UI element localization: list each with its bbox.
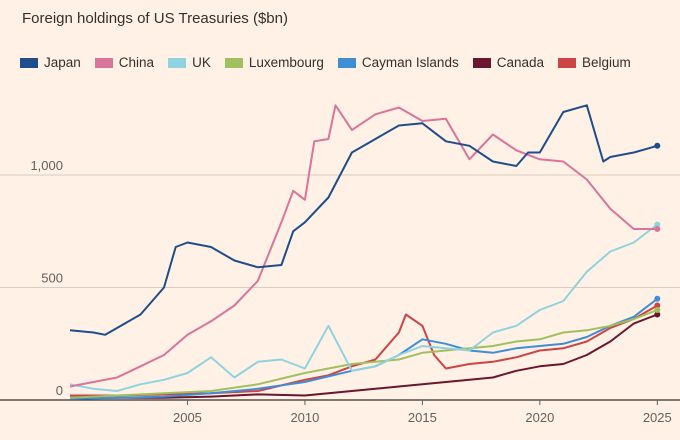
legend-label-cayman-islands: Cayman Islands xyxy=(361,55,459,70)
legend-item-luxembourg: Luxembourg xyxy=(224,55,324,70)
legend-label-canada: Canada xyxy=(496,55,544,70)
legend-label-belgium: Belgium xyxy=(582,55,631,70)
y-tick-label-0: 0 xyxy=(56,383,63,398)
x-tick-label-2015: 2015 xyxy=(408,410,437,425)
series-end-point-belgium xyxy=(654,302,661,309)
x-tick-label-2025: 2025 xyxy=(643,410,672,425)
series-end-point-luxembourg xyxy=(654,307,661,313)
legend-label-china: China xyxy=(118,55,155,70)
legend-swatch-belgium xyxy=(558,57,576,68)
x-tick-label-2010: 2010 xyxy=(290,410,319,425)
series-line-china xyxy=(69,104,658,388)
series-line-cayman-islands xyxy=(69,298,658,400)
x-tick-label-2020: 2020 xyxy=(525,410,554,425)
legend-item-canada: Canada xyxy=(472,55,544,70)
series-end-point-canada xyxy=(654,311,661,318)
series-line-canada xyxy=(70,313,658,399)
legend-item-cayman-islands: Cayman Islands xyxy=(337,55,459,70)
legend-item-japan: Japan xyxy=(20,55,81,70)
legend-swatch-japan xyxy=(20,57,38,68)
legend-swatch-canada xyxy=(472,57,491,68)
legend-swatch-cayman-islands xyxy=(337,57,356,68)
series-end-point-china xyxy=(654,226,661,232)
series-line-belgium xyxy=(70,304,658,397)
series-end-point-uk xyxy=(654,221,661,228)
series-end-point-japan xyxy=(654,142,661,149)
y-tick-label-1000: 1,000 xyxy=(30,158,63,173)
series-end-point-cayman-islands xyxy=(654,295,661,302)
legend-label-luxembourg: Luxembourg xyxy=(248,55,324,70)
y-tick-label-500: 500 xyxy=(41,271,63,286)
legend-swatch-china xyxy=(94,57,113,68)
legend-swatch-luxembourg xyxy=(224,57,243,68)
legend-swatch-uk xyxy=(168,57,187,68)
x-tick-label-2005: 2005 xyxy=(173,410,202,425)
legend-label-uk: UK xyxy=(192,55,211,70)
legend-item-china: China xyxy=(94,55,155,70)
legend-item-uk: UK xyxy=(168,55,211,70)
legend-label-japan: Japan xyxy=(44,55,81,70)
chart-title: Foreign holdings of US Treasuries ($bn) xyxy=(22,10,288,27)
series-line-uk xyxy=(69,223,658,392)
series-line-japan xyxy=(69,104,658,336)
series-line-luxembourg xyxy=(69,309,658,399)
legend: Japan China UK Luxembourg Cayman Islands… xyxy=(20,55,631,70)
legend-item-belgium: Belgium xyxy=(558,55,631,70)
